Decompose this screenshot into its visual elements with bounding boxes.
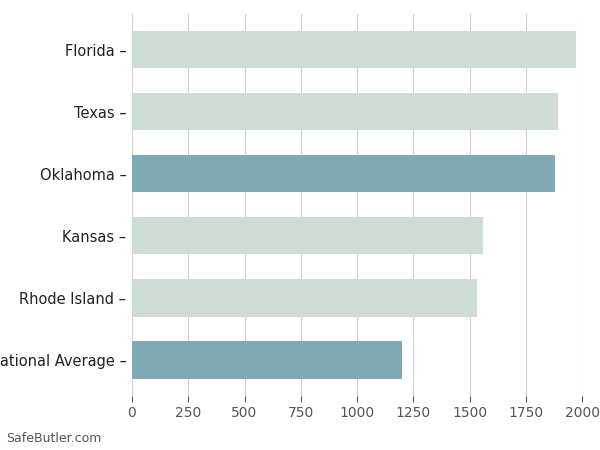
Bar	[132, 155, 554, 192]
Bar	[132, 279, 477, 316]
Text: SafeButler.com: SafeButler.com	[6, 432, 101, 446]
Bar	[132, 342, 402, 378]
Bar	[132, 217, 483, 254]
Bar	[132, 93, 558, 130]
Bar	[132, 31, 577, 68]
